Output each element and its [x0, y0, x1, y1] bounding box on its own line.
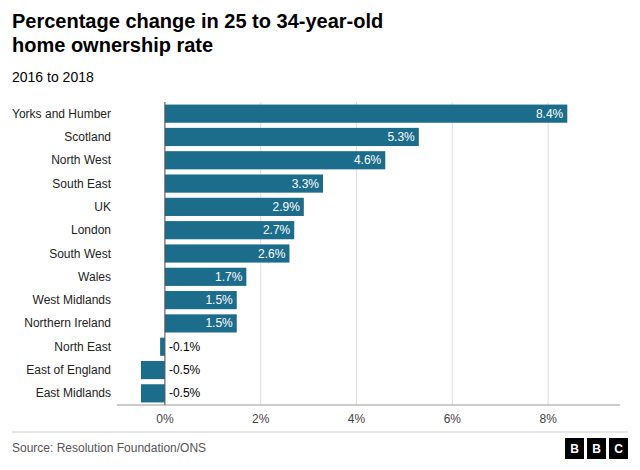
chart: Percentage change in 25 to 34-year-oldho…	[0, 0, 640, 470]
bar	[165, 221, 294, 239]
x-tick-label: 6%	[444, 412, 462, 426]
subtitle: 2016 to 2018	[12, 69, 94, 85]
separator	[12, 432, 628, 433]
data-label: 2.7%	[263, 223, 291, 237]
logo-box	[609, 438, 628, 459]
bar	[165, 105, 567, 123]
bar	[165, 244, 290, 262]
category-label: South West	[49, 247, 111, 261]
category-label: East Midlands	[36, 386, 111, 400]
bar	[165, 198, 304, 216]
bar	[160, 338, 165, 356]
category-label: East of England	[26, 363, 111, 377]
data-label: 1.5%	[205, 293, 233, 307]
category-label: North East	[54, 340, 111, 354]
data-label: 3.3%	[292, 177, 320, 191]
bar	[165, 268, 246, 286]
data-labels: -0.5% -0.5% -0.1% 1.5% 1.5% 1.7% 2.6% 2.7% 2.9% 3…	[169, 107, 564, 401]
bar	[165, 128, 419, 146]
data-label: 2.9%	[272, 200, 300, 214]
bar	[165, 314, 237, 332]
data-label: -0.5%	[169, 363, 201, 377]
data-label: 5.3%	[387, 130, 415, 144]
title-line: Percentage change in 25 to 34-year-old	[12, 10, 383, 32]
logo-box	[587, 438, 606, 459]
logo-letter: B	[592, 442, 601, 456]
grid	[165, 102, 548, 405]
x-tick-label: 4%	[348, 412, 366, 426]
category-label: London	[71, 223, 111, 237]
x-tick-label: 0%	[156, 412, 174, 426]
logo-letter: B	[570, 442, 579, 456]
logo-box	[565, 438, 584, 459]
logo-letter: C	[614, 442, 623, 456]
bar	[165, 151, 385, 169]
category-label: Northern Ireland	[24, 316, 111, 330]
category-label: North West	[51, 153, 111, 167]
title: Percentage change in 25 to 34-year-oldho…	[12, 10, 383, 56]
data-label: 8.4%	[536, 107, 564, 121]
data-label: 1.5%	[205, 316, 233, 330]
grid-line	[548, 102, 549, 405]
grid-line	[356, 102, 357, 405]
bar	[165, 174, 323, 192]
category-label: Scotland	[64, 130, 111, 144]
category-label: Wales	[78, 270, 111, 284]
grid-line	[452, 102, 453, 405]
x-axis-line	[117, 405, 620, 406]
bar	[141, 384, 165, 402]
data-label: 4.6%	[354, 153, 382, 167]
data-label: -0.1%	[169, 340, 201, 354]
category-label: West Midlands	[33, 293, 111, 307]
x-tick-label: 8%	[539, 412, 557, 426]
data-label: 1.7%	[215, 270, 243, 284]
logo: BBC	[565, 438, 628, 459]
category-label: South East	[52, 177, 111, 191]
zero-line	[164, 102, 165, 405]
title-line: home ownership rate	[12, 34, 213, 56]
bars	[141, 105, 567, 403]
bar	[165, 291, 237, 309]
category-label: UK	[94, 200, 111, 214]
data-label: 2.6%	[258, 247, 286, 261]
data-label: -0.5%	[169, 386, 201, 400]
source: Source: Resolution Foundation/ONS	[12, 441, 206, 455]
bar	[141, 361, 165, 379]
grid-line	[164, 102, 165, 405]
x-tick-label: 2%	[252, 412, 270, 426]
category-label: Yorks and Humber	[12, 107, 111, 121]
